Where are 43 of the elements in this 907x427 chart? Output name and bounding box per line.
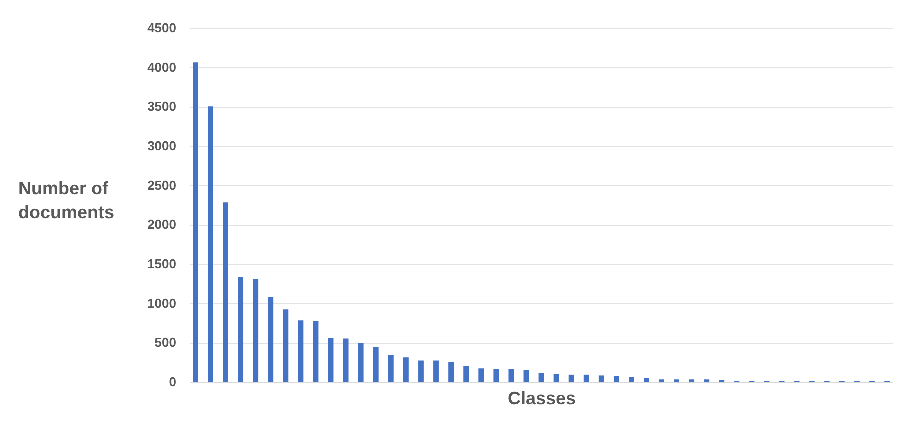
y-tick-label: 500 [154,335,176,350]
y-axis-title: Number of documents [18,178,115,222]
bar [584,374,590,382]
bar [524,370,530,382]
bar [298,320,304,382]
y-tick-label: 4000 [148,60,176,75]
bar [478,368,484,382]
y-tick-label: 4500 [148,20,176,36]
bar [554,374,560,382]
y-tick-label: 2500 [148,178,176,193]
bar [598,376,604,382]
bar [238,277,244,382]
y-tick-label: 0 [169,374,176,390]
bar [418,360,424,382]
bar [343,338,349,382]
y-tick-label: 3000 [148,138,176,154]
bar [403,358,409,382]
y-tick-label: 1500 [148,256,176,272]
bar [328,338,334,382]
y-tick-label: 1000 [148,296,176,311]
bar [644,378,650,382]
y-tick-label: 2000 [148,217,176,232]
bar [464,366,470,382]
bar [358,343,364,382]
bar [268,297,274,382]
bar [508,369,514,382]
bar [568,374,574,382]
bar [629,377,634,382]
bar [434,360,439,382]
bar [208,106,214,382]
bar [223,202,228,382]
bar [448,362,454,382]
bar [388,355,394,382]
bar [538,373,544,382]
bar [253,278,259,382]
y-tick-label: 3500 [148,99,176,114]
bar [494,369,500,382]
bar [283,310,289,382]
bar [193,62,198,382]
x-axis-title: Classes [508,388,576,408]
bar [313,321,319,382]
bar [373,347,379,382]
bar [614,376,620,382]
